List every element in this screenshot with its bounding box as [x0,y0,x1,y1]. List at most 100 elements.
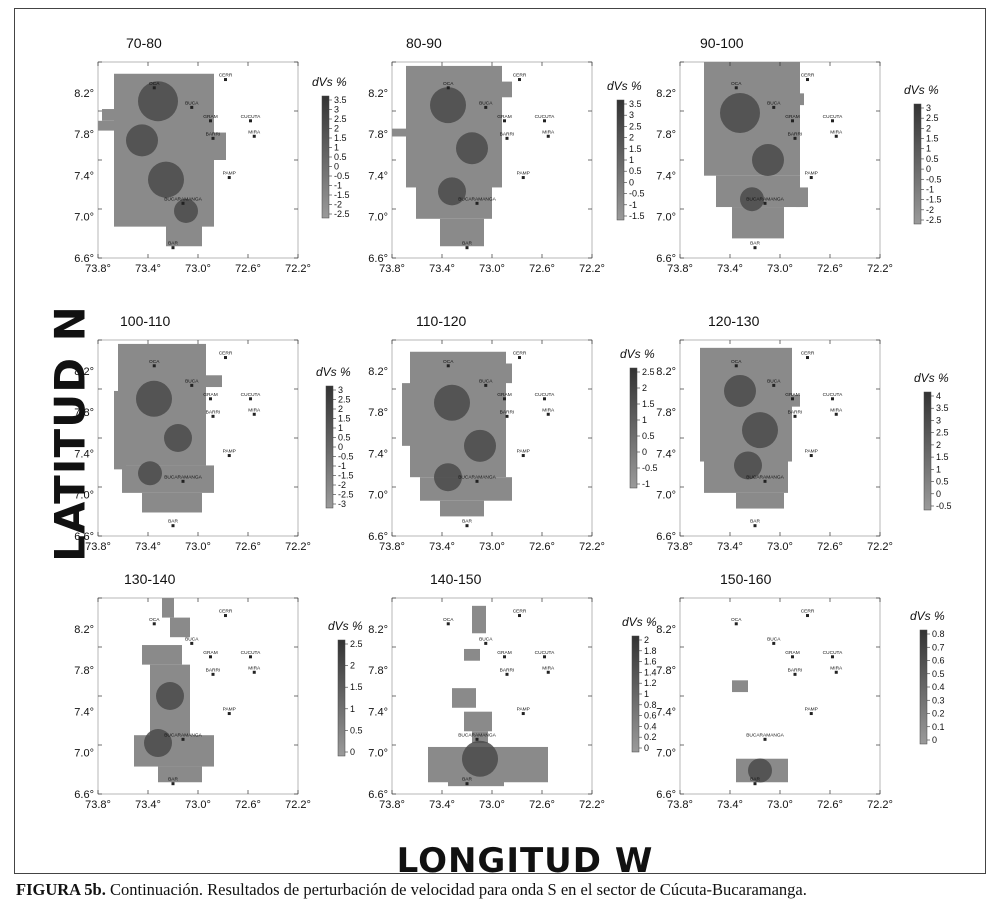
station-label: BARRI [206,409,221,415]
velocity-anomaly [148,161,184,198]
panel-title: 70-80 [126,35,162,51]
x-tick-label: 73.0° [185,799,211,811]
x-tick-label: 72.6° [235,263,261,275]
y-tick-label: 8.2° [368,624,388,636]
x-tick-label: 73.8° [667,263,693,275]
station-marker [475,737,479,741]
y-tick-label: 6.6° [656,253,676,265]
colorbar [337,639,346,757]
panel-title: 100-110 [120,313,171,329]
colorbar-tick-label: 1 [644,689,649,699]
x-tick-label: 73.8° [379,799,405,811]
velocity-region [98,120,126,131]
station-label: BARRI [500,667,515,673]
station-marker [763,737,767,741]
station-marker [211,136,215,140]
velocity-anomaly [734,451,762,480]
colorbar-tick-label: -1 [338,461,346,471]
x-tick-label: 73.4° [717,799,743,811]
panel-title: 80-90 [406,35,442,51]
colorbar-tick-label: 0.5 [350,725,363,735]
station-label: BAR [168,777,178,783]
velocity-anomaly [164,424,192,452]
map-panel-140-150: 73.8° 73.4° 73.0° 72.6° 72.2° 6.6° 7.0° 7.4° 7.8… [368,571,657,811]
velocity-region [158,766,202,783]
colorbar [923,391,932,511]
x-tick-label: 72.6° [529,799,555,811]
station-marker [181,201,185,205]
station-marker [809,176,813,180]
station-label: CERR [513,609,527,615]
x-tick-label: 73.8° [667,799,693,811]
y-tick-label: 7.0° [74,748,94,760]
figure-caption: FIGURA 5b. Continuación. Resultados de p… [16,880,807,900]
velocity-anomaly [438,177,466,206]
colorbar-tick-label: 2.5 [629,121,642,131]
velocity-region [142,645,182,665]
colorbar [325,385,334,509]
x-tick-label: 73.8° [379,541,405,553]
colorbar-tick-label: -0.5 [642,463,658,473]
colorbar-title: dVs % [904,83,939,97]
station-marker [224,614,227,618]
colorbar [913,103,922,225]
velocity-anomaly [138,461,162,486]
station-label: CUCUTA [241,114,261,120]
station-label: PAMP [517,171,530,177]
colorbar-tick-label: 2 [334,124,339,134]
station-label: CUCUTA [241,650,261,656]
station-marker [831,119,834,123]
x-tick-label: 72.2° [285,541,311,553]
station-marker [503,655,506,659]
station-label: CUCUTA [535,114,555,120]
colorbar-tick-label: -1 [926,184,934,194]
colorbar-tick-label: 2.5 [334,114,347,124]
station-label: MIRA [248,129,261,135]
station-label: PAMP [805,449,818,455]
caption-text: Continuación. Resultados de perturbación… [109,880,807,899]
station-marker [734,364,738,368]
velocity-region [780,93,804,106]
y-tick-label: 6.6° [368,789,388,801]
station-marker [543,655,546,659]
station-label: BUCA [479,378,493,384]
station-label: CERR [219,609,233,615]
colorbar-tick-label: 0.8 [644,700,657,710]
x-tick-label: 73.0° [479,799,505,811]
colorbar-tick-label: 0.1 [932,722,945,732]
station-label: GRAM [203,392,217,398]
station-label: BUCA [479,636,493,642]
colorbar-tick-label: 0.5 [334,152,347,162]
station-label: BARRI [500,409,515,415]
station-label: CUCUTA [535,392,555,398]
x-tick-label: 73.4° [717,541,743,553]
velocity-region [202,375,222,388]
velocity-region [452,688,476,708]
station-label: OCA [731,359,742,365]
colorbar-tick-label: 0 [644,743,649,753]
station-marker [252,412,256,416]
y-tick-label: 8.2° [656,624,676,636]
station-label: BUCARAMANGA [458,732,496,738]
y-tick-label: 7.8° [74,129,94,141]
x-tick-label: 72.2° [285,799,311,811]
colorbar-tick-label: 2 [926,123,931,133]
x-tick-label: 72.6° [235,799,261,811]
colorbar-tick-label: -0.5 [926,174,942,184]
velocity-region [114,390,126,470]
colorbar-tick-label: 3.5 [629,99,642,109]
y-tick-label: 7.0° [368,490,388,502]
station-marker [831,397,834,401]
colorbar-title: dVs % [312,75,347,89]
x-tick-label: 73.8° [85,541,111,553]
station-label: BUCA [479,100,493,106]
colorbar-tick-label: 1.2 [644,678,657,688]
station-marker [249,397,252,401]
colorbar-tick-label: 0 [334,162,339,172]
velocity-anomaly [742,412,778,449]
station-label: MIRA [542,407,555,413]
x-tick-label: 73.0° [767,541,793,553]
station-label: BARRI [788,131,803,137]
y-tick-label: 7.0° [74,212,94,224]
colorbar-tick-label: -0.5 [334,171,350,181]
